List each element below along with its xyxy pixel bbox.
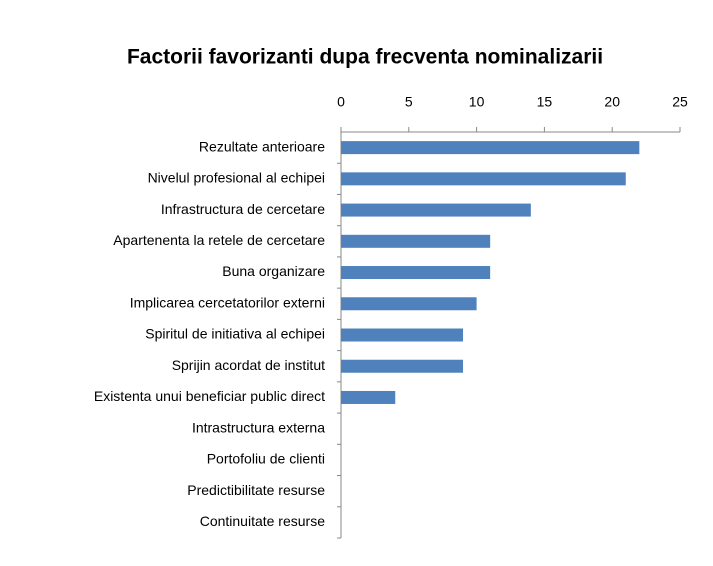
bar [341,172,626,186]
bar [341,141,640,155]
bar [341,203,531,217]
x-tick-label: 5 [405,94,413,110]
y-tick-label: Buna organizare [222,263,325,279]
x-tick-label: 10 [469,94,485,110]
bar [341,359,464,373]
y-tick-label: Predictibilitate resurse [187,482,325,498]
chart-title: Factorii favorizanti dupa frecventa nomi… [127,46,603,69]
x-tick-label: 25 [672,94,688,110]
bar [341,234,491,248]
y-tick-label: Implicarea cercetatorilor externi [130,294,325,310]
y-tick-label: Portofoliu de clienti [207,451,325,467]
y-tick-label: Existenta unui beneficiar public direct [94,388,325,404]
y-tick-label: Continuitate resurse [200,513,326,529]
y-tick-label: Apartenenta la retele de cercetare [113,232,325,248]
y-tick-label: Spiritul de initiativa al echipei [145,326,325,342]
y-tick-label: Intrastructura externa [192,419,325,435]
x-tick-label: 20 [604,94,620,110]
y-tick-label: Nivelul profesional al echipei [148,170,325,186]
bar [341,266,491,280]
x-tick-label: 0 [337,94,345,110]
x-tick-label: 15 [537,94,553,110]
y-tick-label: Rezultate anterioare [199,138,325,154]
bar [341,328,464,342]
bar [341,297,477,311]
y-tick-label: Infrastructura de cercetare [161,201,325,217]
y-tick-label: Sprijin acordat de institut [172,357,325,373]
bar [341,390,396,404]
